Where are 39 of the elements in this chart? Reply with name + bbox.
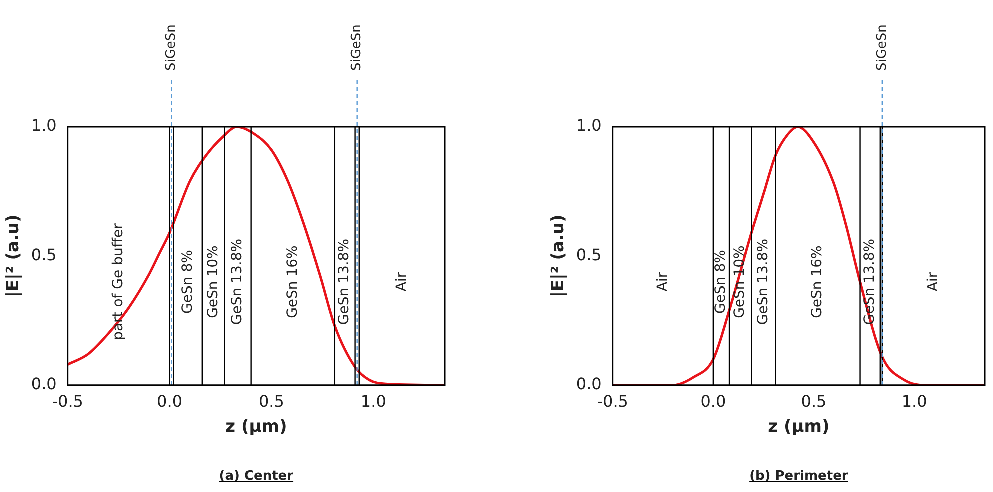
annotation: GeSn 13.8% xyxy=(336,238,353,326)
annotation: GeSn 8% xyxy=(180,250,196,314)
y-tick-label: 0.0 xyxy=(31,374,57,394)
annotation: GeSn 10% xyxy=(732,246,748,318)
x-axis-title: z (μm) xyxy=(768,417,830,438)
annotation: GeSn 10% xyxy=(205,246,222,318)
annotation: Air xyxy=(925,272,942,292)
annotation: GeSn 13.8% xyxy=(862,238,878,326)
annotation: GeSn 16% xyxy=(810,246,826,318)
ref-line-label: SiGeSn xyxy=(350,24,365,71)
y-tick-label: 1.0 xyxy=(576,116,602,136)
y-tick-label: 0.5 xyxy=(576,245,602,264)
line-series xyxy=(612,127,985,386)
y-tick-label: 0.0 xyxy=(576,374,602,394)
x-tick-label: 0.0 xyxy=(700,392,726,412)
annotation: Air xyxy=(654,272,671,292)
ref-line-label: SiGeSn xyxy=(164,24,180,71)
x-tick-label: 0.0 xyxy=(157,392,183,412)
annotation: part of Ge buffer xyxy=(110,223,126,340)
line-series xyxy=(68,127,445,386)
text: (b) Perimeter xyxy=(750,469,849,484)
annotation: GeSn 13.8% xyxy=(755,238,772,326)
annotation: GeSn 16% xyxy=(284,246,301,318)
text: (a) Center xyxy=(219,469,294,484)
annotation: Air xyxy=(394,272,410,292)
x-tick-label: -0.5 xyxy=(597,392,628,412)
x-tick-label: 1.0 xyxy=(902,392,928,412)
annotation: GeSn 8% xyxy=(713,250,730,314)
y-axis-title: |E|² (a.u) xyxy=(548,214,569,298)
y-tick-label: 1.0 xyxy=(31,116,57,136)
x-tick-label: -0.5 xyxy=(52,392,84,412)
x-tick-label: 0.5 xyxy=(258,392,284,412)
y-axis-title: |E|² (a.u) xyxy=(4,214,24,298)
ref-line-label: SiGeSn xyxy=(874,24,890,71)
y-tick-label: 0.5 xyxy=(31,245,57,264)
x-tick-label: 0.5 xyxy=(801,392,827,412)
x-tick-label: 1.0 xyxy=(360,392,386,412)
annotation: GeSn 13.8% xyxy=(230,238,246,326)
x-axis-title: z (μm) xyxy=(226,417,288,438)
